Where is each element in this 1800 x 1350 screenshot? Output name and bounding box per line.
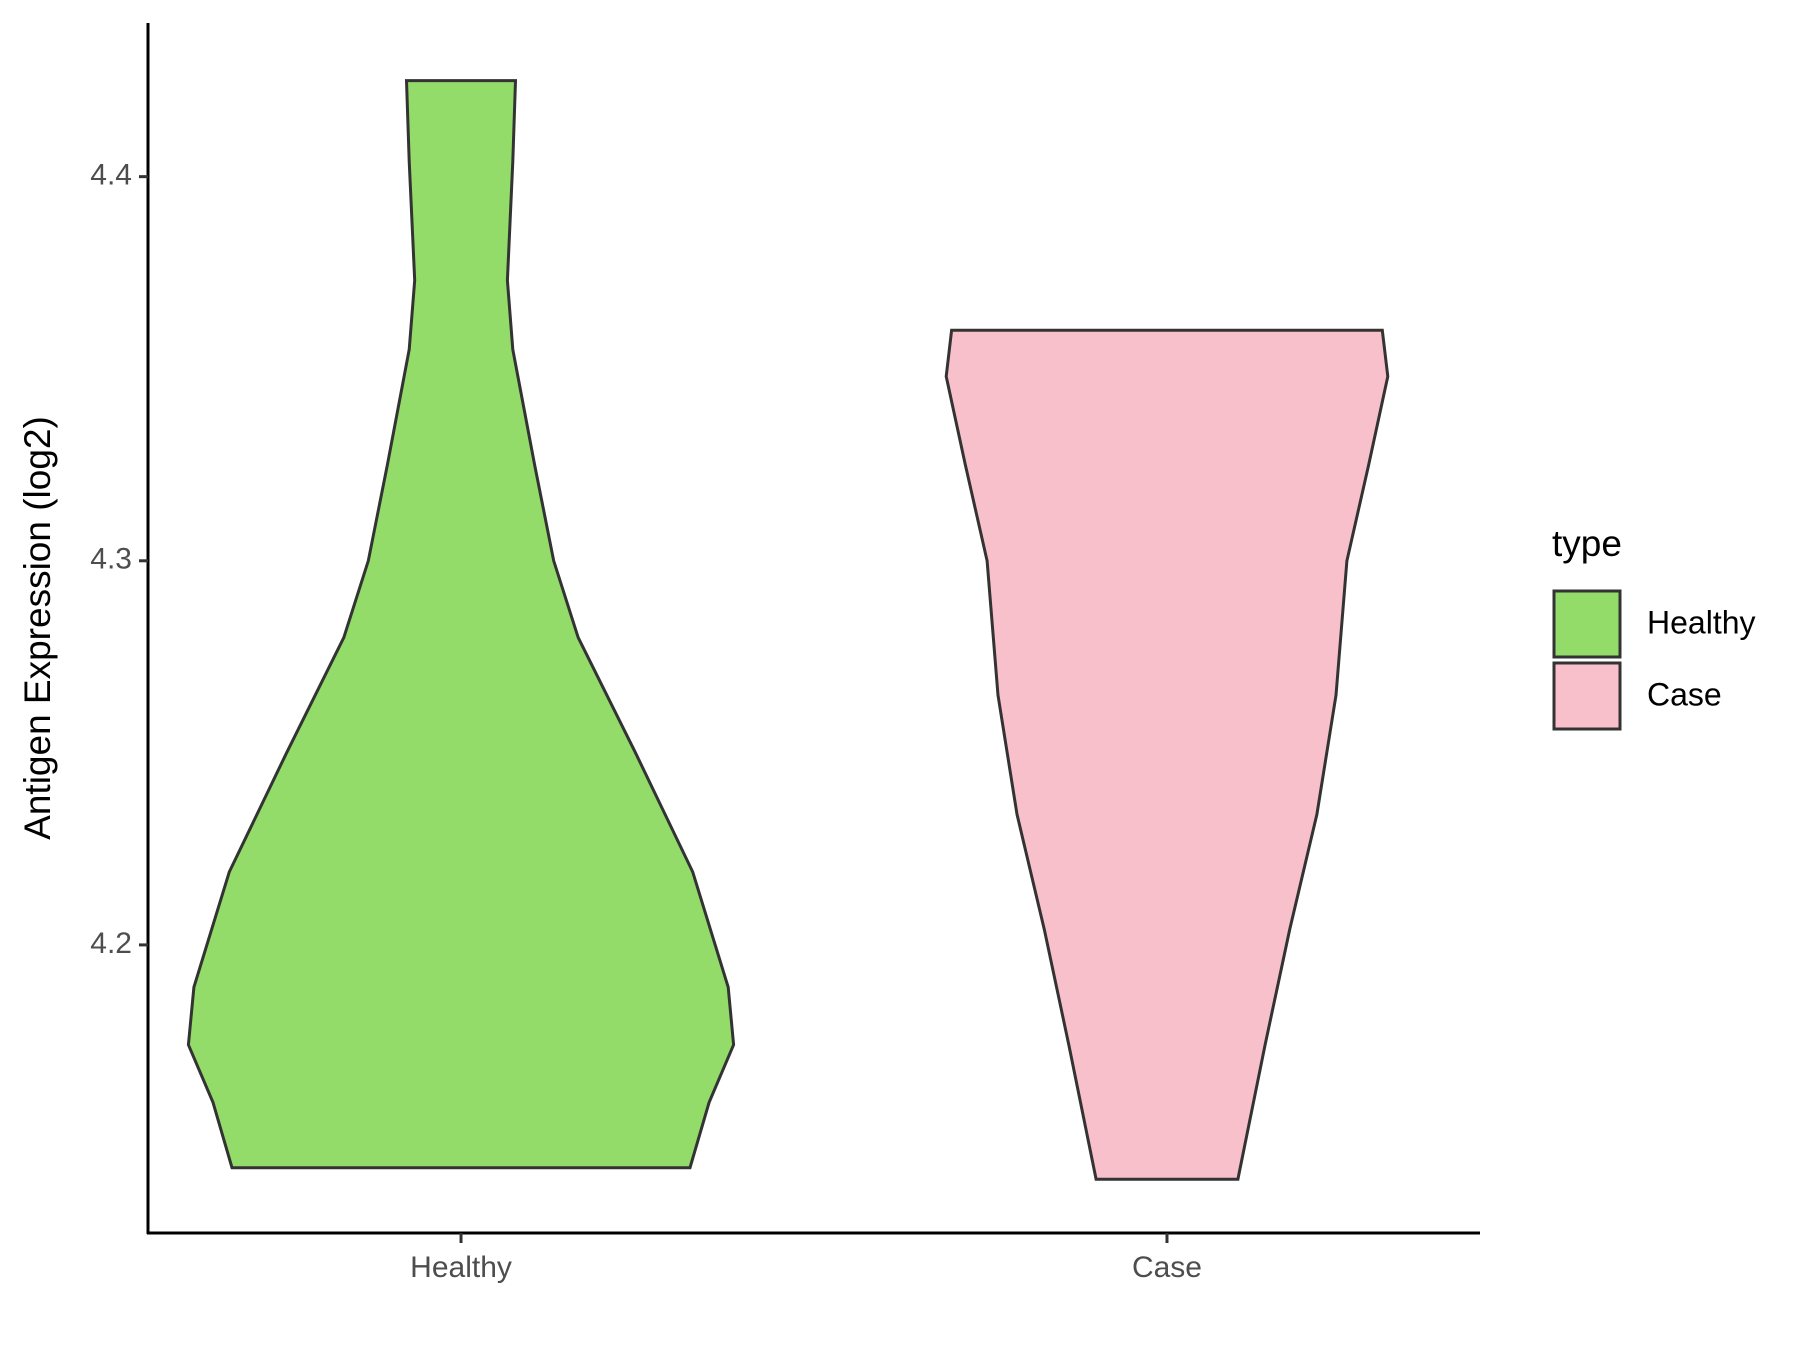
y-tick-label: 4.4 [90,159,132,192]
x-tick-label: Case [1132,1251,1202,1284]
violin [944,328,1390,1181]
y-tick-label: 4.3 [90,543,132,576]
legend-key [1552,661,1622,731]
x-tick-label: Healthy [410,1251,512,1284]
legend-key [1552,589,1622,659]
y-axis-title: Antigen Expression (log2) [17,416,58,840]
legend-label: Healthy [1647,604,1756,640]
violin [186,79,736,1170]
y-tick-label: 4.2 [90,927,132,960]
legend-label: Case [1647,676,1722,712]
legend-title: type [1552,523,1622,564]
